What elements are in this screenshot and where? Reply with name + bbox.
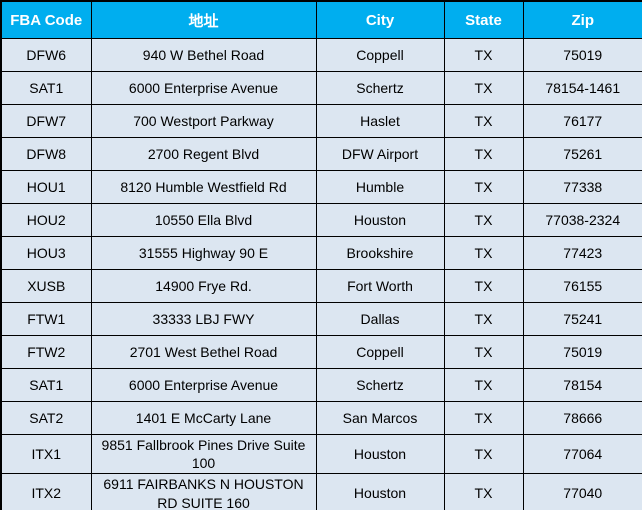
table-cell-city: Haslet xyxy=(315,104,445,138)
table-cell-fba-code: FTW2 xyxy=(0,335,92,369)
table-cell-state: TX xyxy=(443,137,524,171)
table-cell-state: TX xyxy=(443,269,524,303)
table-row: HOU3 31555 Highway 90 E Brookshire TX 77423 xyxy=(0,236,642,270)
table-cell-zip: 77040 xyxy=(522,473,642,510)
table-cell-state: TX xyxy=(443,433,524,475)
table-row: ITX1 9851 Fallbrook Pines Drive Suite 100… xyxy=(0,433,642,475)
table-row: XUSB 14900 Frye Rd. Fort Worth TX 76155 xyxy=(0,269,642,303)
table-row: DFW7 700 Westport Parkway Haslet TX 76177 xyxy=(0,104,642,138)
table-cell-city: Fort Worth xyxy=(315,269,445,303)
table-cell-state: TX xyxy=(443,473,524,510)
table-cell-city: Houston xyxy=(315,473,445,510)
table-cell-address: 1401 E McCarty Lane xyxy=(90,401,317,435)
table-row: DFW6 940 W Bethel Road Coppell TX 75019 xyxy=(0,38,642,72)
table-cell-zip: 78154 xyxy=(522,368,642,402)
table-cell-fba-code: HOU2 xyxy=(0,203,92,237)
header-cell-address: 地址 xyxy=(90,0,317,39)
table-cell-city: San Marcos xyxy=(315,401,445,435)
header-row: FBA Code 地址 City State Zip xyxy=(0,0,642,39)
table-cell-fba-code: DFW7 xyxy=(0,104,92,138)
table-cell-address: 2701 West Bethel Road xyxy=(90,335,317,369)
table-cell-city: Brookshire xyxy=(315,236,445,270)
table-cell-city: Coppell xyxy=(315,335,445,369)
table-cell-state: TX xyxy=(443,401,524,435)
table-cell-address: 940 W Bethel Road xyxy=(90,38,317,72)
table-cell-address: 2700 Regent Blvd xyxy=(90,137,317,171)
table-cell-fba-code: HOU3 xyxy=(0,236,92,270)
table-row: SAT1 6000 Enterprise Avenue Schertz TX 78154… xyxy=(0,71,642,105)
table-cell-address: 700 Westport Parkway xyxy=(90,104,317,138)
table-cell-address: 9851 Fallbrook Pines Drive Suite 100 xyxy=(90,433,317,475)
table-cell-zip: 75261 xyxy=(522,137,642,171)
table-cell-state: TX xyxy=(443,71,524,105)
table-cell-zip: 75019 xyxy=(522,335,642,369)
table-row: HOU1 8120 Humble Westfield Rd Humble TX 7733… xyxy=(0,170,642,204)
table-cell-fba-code: SAT1 xyxy=(0,368,92,402)
table-cell-zip: 76155 xyxy=(522,269,642,303)
table-row: HOU2 10550 Ella Blvd Houston TX 77038-2324 xyxy=(0,203,642,237)
table-row: SAT2 1401 E McCarty Lane San Marcos TX 78666 xyxy=(0,401,642,435)
table-cell-fba-code: ITX1 xyxy=(0,433,92,475)
table-cell-zip: 78154-1461 xyxy=(522,71,642,105)
table-cell-state: TX xyxy=(443,302,524,336)
table-cell-fba-code: ITX2 xyxy=(0,473,92,510)
table-cell-city: Schertz xyxy=(315,368,445,402)
table-cell-fba-code: FTW1 xyxy=(0,302,92,336)
table-cell-zip: 77423 xyxy=(522,236,642,270)
table-cell-city: Humble xyxy=(315,170,445,204)
table-cell-city: Houston xyxy=(315,433,445,475)
table-cell-zip: 78666 xyxy=(522,401,642,435)
header-cell-zip: Zip xyxy=(522,0,642,39)
table-cell-address: 6911 FAIRBANKS N HOUSTON RD SUITE 160 xyxy=(90,473,317,510)
table-cell-address: 33333 LBJ FWY xyxy=(90,302,317,336)
table-cell-city: Coppell xyxy=(315,38,445,72)
table-cell-city: DFW Airport xyxy=(315,137,445,171)
table-cell-state: TX xyxy=(443,236,524,270)
table-cell-state: TX xyxy=(443,203,524,237)
header-cell-fba-code: FBA Code xyxy=(0,0,92,39)
table-cell-address: 14900 Frye Rd. xyxy=(90,269,317,303)
table-cell-fba-code: SAT1 xyxy=(0,71,92,105)
table-row: FTW2 2701 West Bethel Road Coppell TX 75019 xyxy=(0,335,642,369)
table-cell-zip: 75241 xyxy=(522,302,642,336)
table-cell-address: 6000 Enterprise Avenue xyxy=(90,368,317,402)
table-cell-zip: 77038-2324 xyxy=(522,203,642,237)
table-cell-fba-code: DFW6 xyxy=(0,38,92,72)
table-cell-address: 8120 Humble Westfield Rd xyxy=(90,170,317,204)
table-cell-zip: 77064 xyxy=(522,433,642,475)
table-row: ITX2 6911 FAIRBANKS N HOUSTON RD SUITE 16… xyxy=(0,473,642,510)
table-cell-fba-code: DFW8 xyxy=(0,137,92,171)
table-cell-address: 31555 Highway 90 E xyxy=(90,236,317,270)
table-cell-fba-code: XUSB xyxy=(0,269,92,303)
table-cell-address: 10550 Ella Blvd xyxy=(90,203,317,237)
table-cell-city: Schertz xyxy=(315,71,445,105)
table-cell-zip: 76177 xyxy=(522,104,642,138)
table-cell-fba-code: HOU1 xyxy=(0,170,92,204)
table-cell-address: 6000 Enterprise Avenue xyxy=(90,71,317,105)
table-row: FTW1 33333 LBJ FWY Dallas TX 75241 xyxy=(0,302,642,336)
table-cell-city: Houston xyxy=(315,203,445,237)
header-cell-state: State xyxy=(443,0,524,39)
table-cell-state: TX xyxy=(443,104,524,138)
table-cell-zip: 75019 xyxy=(522,38,642,72)
table-cell-fba-code: SAT2 xyxy=(0,401,92,435)
header-cell-city: City xyxy=(315,0,445,39)
table-cell-state: TX xyxy=(443,368,524,402)
table-cell-state: TX xyxy=(443,170,524,204)
table-row: DFW8 2700 Regent Blvd DFW Airport TX 75261 xyxy=(0,137,642,171)
table-cell-city: Dallas xyxy=(315,302,445,336)
table-row: SAT1 6000 Enterprise Avenue Schertz TX 78154 xyxy=(0,368,642,402)
table-cell-zip: 77338 xyxy=(522,170,642,204)
table-cell-state: TX xyxy=(443,335,524,369)
table-cell-state: TX xyxy=(443,38,524,72)
